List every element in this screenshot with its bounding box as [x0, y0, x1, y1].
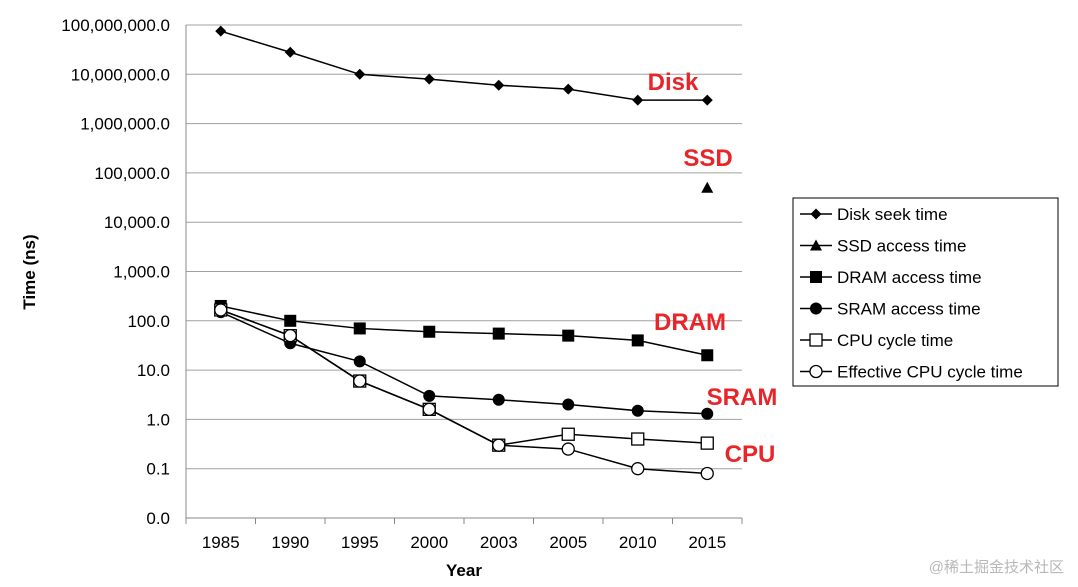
x-axis-ticks: 1985 1990 1995 2000 2003 2005 2010 2015	[202, 533, 726, 552]
legend-label: Effective CPU cycle time	[837, 363, 1023, 382]
data-point	[214, 303, 228, 317]
data-point	[561, 442, 575, 456]
data-point	[562, 398, 575, 411]
data-point	[354, 68, 366, 80]
legend-label: SRAM access time	[837, 300, 981, 319]
gridlines	[185, 24, 743, 524]
legend-label: CPU cycle time	[837, 331, 953, 350]
y-tick-label: 1,000.0	[113, 263, 170, 282]
data-point	[215, 25, 227, 37]
data-point	[353, 355, 366, 368]
series-line	[220, 311, 708, 415]
data-point	[562, 329, 575, 342]
legend: Disk seek time SSD access time DRAM access…	[792, 197, 1059, 387]
y-tick-label: 1,000,000.0	[80, 115, 170, 134]
data-point	[493, 79, 505, 91]
x-tick-label: 2015	[688, 533, 726, 552]
x-tick-label: 1990	[271, 533, 309, 552]
x-axis-title: Year	[446, 561, 482, 580]
annotation-sram: SRAM	[707, 384, 778, 411]
legend-item: Disk seek time	[800, 205, 948, 224]
data-point	[701, 407, 714, 420]
annotations: Disk SSD DRAM SRAM CPU	[648, 69, 778, 468]
data-point	[353, 374, 367, 388]
legend-marker	[810, 208, 822, 220]
legend-item: CPU cycle time	[800, 331, 953, 350]
y-tick-label: 100.0	[127, 312, 170, 331]
series-ssd-access-time	[701, 181, 714, 193]
annotation-dram: DRAM	[654, 309, 726, 336]
data-point	[561, 427, 575, 441]
legend-marker	[810, 239, 822, 251]
annotation-cpu: CPU	[725, 441, 776, 468]
y-tick-label: 10,000.0	[104, 213, 170, 232]
y-axis-title: Time (ns)	[20, 234, 39, 309]
series-disk-seek-time	[215, 25, 713, 106]
x-tick-label: 1985	[202, 533, 240, 552]
y-tick-label: 1.0	[146, 410, 170, 429]
legend-marker	[810, 302, 822, 315]
y-tick-label: 0.1	[146, 460, 170, 479]
data-point	[631, 462, 645, 476]
data-point	[632, 94, 644, 106]
data-point	[284, 46, 296, 58]
data-point	[423, 389, 436, 402]
y-tick-label: 0.0	[146, 509, 170, 528]
data-point	[701, 349, 714, 362]
data-point	[283, 328, 297, 343]
series-layer	[214, 25, 714, 481]
y-tick-label: 10,000,000.0	[71, 65, 170, 84]
data-point	[631, 404, 644, 417]
y-tick-label: 100,000.0	[94, 164, 170, 183]
data-point	[423, 325, 436, 338]
data-point	[492, 327, 505, 340]
legend-item: SSD access time	[800, 237, 966, 256]
x-tick-label: 2010	[619, 533, 657, 552]
legend-box	[792, 197, 1059, 387]
data-point	[631, 334, 644, 347]
legend-label: Disk seek time	[837, 205, 948, 224]
series-line	[220, 305, 708, 356]
legend-item: Effective CPU cycle time	[800, 363, 1023, 382]
annotation-ssd: SSD	[683, 145, 732, 172]
annotation-disk: Disk	[648, 69, 699, 96]
legend-label: SSD access time	[837, 237, 966, 256]
legend-item: SRAM access time	[800, 300, 981, 319]
y-axis-ticks: 0.0 0.1 1.0 10.0 100.0 1,000.0 10,000.0 100,000…	[61, 16, 170, 528]
data-point	[700, 466, 714, 481]
data-point	[492, 438, 506, 452]
data-point	[423, 73, 435, 85]
data-point	[492, 393, 505, 406]
series-line	[220, 30, 708, 101]
legend-label: DRAM access time	[837, 268, 982, 287]
data-point	[284, 314, 297, 327]
data-point	[700, 436, 714, 450]
legend-item: DRAM access time	[800, 268, 982, 287]
x-tick-label: 2005	[549, 533, 587, 552]
data-point	[562, 83, 574, 95]
series-line	[220, 309, 708, 475]
x-tick-label: 1995	[341, 533, 379, 552]
legend-marker	[809, 333, 823, 347]
series-dram-access-time	[214, 299, 714, 362]
legend-marker	[810, 271, 822, 283]
legend-marker	[809, 364, 823, 379]
y-tick-label: 10.0	[137, 361, 170, 380]
data-point	[353, 322, 366, 335]
data-point	[631, 432, 645, 446]
y-tick-label: 100,000,000.0	[61, 16, 170, 35]
data-point	[422, 402, 436, 416]
x-tick-label: 2000	[410, 533, 448, 552]
x-tick-label: 2003	[480, 533, 518, 552]
data-point	[701, 181, 714, 193]
watermark: @稀土掘金技术社区	[928, 559, 1064, 576]
data-point	[701, 94, 713, 106]
series-effective-cpu-cycle-time	[214, 303, 714, 481]
